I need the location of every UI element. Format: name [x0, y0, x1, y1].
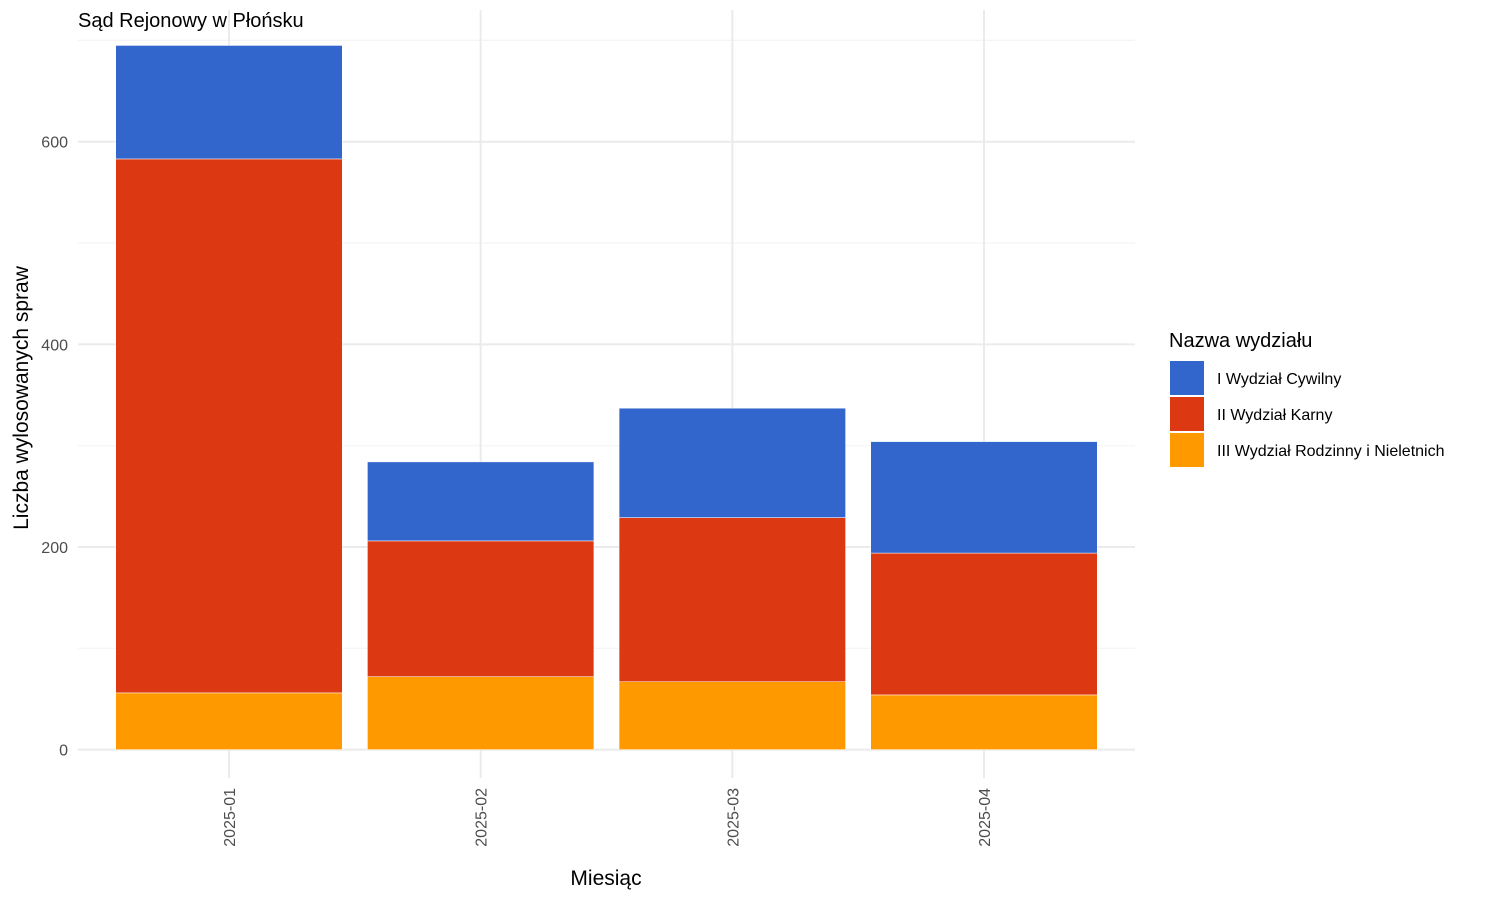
legend-swatch	[1170, 361, 1204, 395]
legend-items: I Wydział Cywilny II Wydział Karny III Wyd…	[1170, 361, 1445, 467]
bars-layer	[115, 45, 1098, 750]
x-tick-label: 2025-03	[725, 788, 742, 847]
bar-segment	[367, 676, 595, 750]
bar-segment	[618, 407, 846, 518]
y-axis-title: Liczba wylosowanych spraw	[10, 265, 33, 530]
bar-segment	[367, 540, 595, 677]
bar-segment	[367, 461, 595, 542]
bar-segment	[618, 517, 846, 682]
y-tick-label: 200	[41, 540, 68, 557]
legend-swatch	[1170, 433, 1204, 467]
y-tick-label: 400	[41, 337, 68, 354]
legend-label: I Wydział Cywilny	[1217, 371, 1341, 388]
bar-segment	[870, 441, 1098, 554]
y-tick-label: 600	[41, 135, 68, 152]
x-axis-title: Miesiąc	[570, 867, 641, 890]
legend-swatch	[1170, 397, 1204, 431]
legend-title: Nazwa wydziału	[1169, 330, 1312, 352]
x-tick-label: 2025-02	[474, 788, 491, 847]
chart-title: Sąd Rejonowy w Płońsku	[78, 10, 304, 32]
y-tick-label: 0	[59, 743, 68, 760]
legend-label: II Wydział Karny	[1217, 407, 1332, 424]
legend-label: III Wydział Rodzinny i Nieletnich	[1217, 443, 1445, 460]
bar-segment	[870, 694, 1098, 750]
bar-segment	[870, 552, 1098, 696]
bar-segment	[115, 692, 343, 750]
bar-segment	[115, 158, 343, 694]
legend: Nazwa wydziału I Wydział Cywilny II Wydzi…	[1169, 330, 1445, 467]
bar-segment	[115, 45, 343, 160]
y-axis-ticks: 0 200 400 600	[41, 135, 68, 760]
x-axis-ticks: 2025-01 2025-02 2025-03 2025-04	[222, 788, 994, 847]
x-tick-label: 2025-04	[977, 788, 994, 847]
bar-segment	[618, 681, 846, 750]
x-tick-label: 2025-01	[222, 788, 239, 847]
